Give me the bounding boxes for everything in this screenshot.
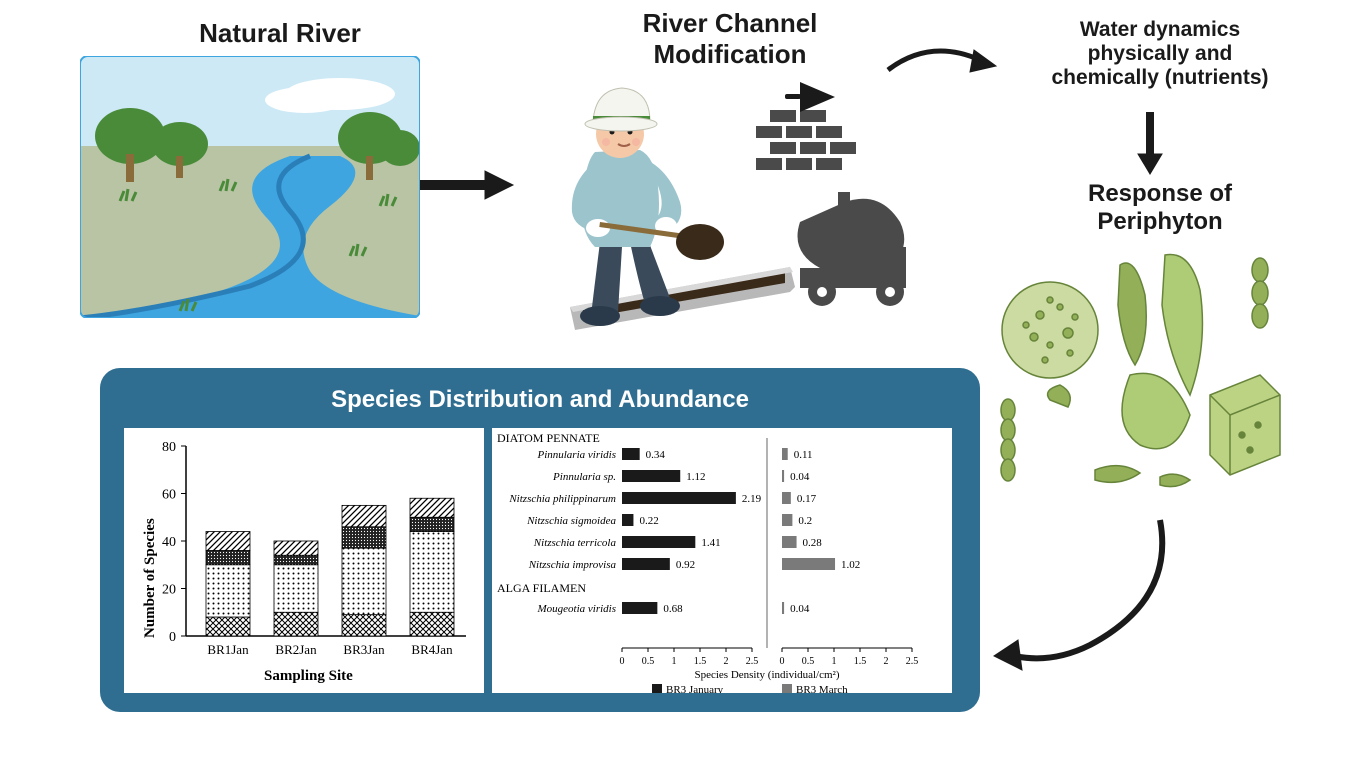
svg-text:2.19: 2.19 (742, 493, 762, 505)
title-natural-river: Natural River (140, 18, 420, 49)
svg-text:40: 40 (162, 535, 176, 550)
arrow-3 (1130, 108, 1170, 176)
svg-text:80: 80 (162, 440, 176, 455)
svg-text:Nitzschia philippinarum: Nitzschia philippinarum (508, 493, 616, 505)
svg-text:0.5: 0.5 (802, 656, 815, 667)
svg-text:ALGA FILAMEN: ALGA FILAMEN (497, 581, 586, 595)
species-panel: Species Distribution and Abundance Numbe… (100, 368, 980, 712)
svg-text:60: 60 (162, 488, 176, 503)
svg-text:0.68: 0.68 (663, 603, 683, 615)
svg-text:0.5: 0.5 (642, 656, 655, 667)
svg-text:1.5: 1.5 (854, 656, 867, 667)
svg-text:Nitzschia sigmoidea: Nitzschia sigmoidea (526, 515, 616, 527)
svg-text:Species Density (individual/cm: Species Density (individual/cm²) (694, 669, 839, 681)
svg-text:1: 1 (832, 656, 837, 667)
species-chart: DIATOM PENNATE ALGA FILAMEN 0.34 0.11 Pinnul… (492, 428, 952, 693)
svg-text:Mougeotia viridis: Mougeotia viridis (536, 603, 616, 615)
svg-text:0.17: 0.17 (797, 493, 817, 505)
svg-text:0: 0 (169, 630, 176, 645)
illus-worker (500, 72, 970, 352)
svg-text:0.28: 0.28 (803, 537, 823, 549)
arrow-2 (880, 30, 1000, 90)
svg-text:0.11: 0.11 (794, 449, 813, 461)
svg-text:BR3 March: BR3 March (796, 684, 848, 693)
bar-chart-xlabel: Sampling Site (264, 668, 353, 685)
svg-text:BR2Jan: BR2Jan (275, 642, 317, 657)
svg-text:BR3 January: BR3 January (666, 684, 724, 693)
svg-text:0.2: 0.2 (798, 515, 812, 527)
svg-text:0: 0 (620, 656, 625, 667)
title-channel-mod: River Channel Modification (560, 8, 900, 70)
svg-text:20: 20 (162, 583, 176, 598)
svg-text:Pinnularia viridis: Pinnularia viridis (536, 449, 616, 461)
svg-text:1.5: 1.5 (694, 656, 707, 667)
svg-text:BR1Jan: BR1Jan (207, 642, 249, 657)
svg-text:DIATOM PENNATE: DIATOM PENNATE (497, 431, 600, 445)
svg-text:1.41: 1.41 (701, 537, 720, 549)
title-dynamics: Water dynamics physically and chemically… (1000, 18, 1320, 90)
svg-text:BR3Jan: BR3Jan (343, 642, 385, 657)
svg-text:0.92: 0.92 (676, 559, 695, 571)
svg-text:1: 1 (672, 656, 677, 667)
illus-periphyton (990, 245, 1300, 505)
title-response: Response of Periphyton (1020, 180, 1300, 236)
svg-text:2.5: 2.5 (746, 656, 759, 667)
svg-text:0.22: 0.22 (639, 515, 658, 527)
svg-text:0.34: 0.34 (646, 449, 666, 461)
svg-text:1.02: 1.02 (841, 559, 860, 571)
svg-text:2: 2 (724, 656, 729, 667)
bar-chart-ylabel: Number of Species (142, 518, 159, 638)
arrow-4 (990, 510, 1190, 680)
bar-chart: Number of Species (124, 428, 484, 693)
svg-text:1.12: 1.12 (686, 471, 705, 483)
svg-text:0.04: 0.04 (790, 603, 810, 615)
svg-text:0: 0 (780, 656, 785, 667)
svg-text:Nitzschia terricola: Nitzschia terricola (533, 537, 617, 549)
svg-text:2.5: 2.5 (906, 656, 919, 667)
panel-title: Species Distribution and Abundance (124, 386, 956, 414)
svg-text:Pinnularia sp.: Pinnularia sp. (552, 471, 616, 483)
svg-text:BR4Jan: BR4Jan (411, 642, 453, 657)
illus-natural-river (80, 56, 420, 318)
svg-text:Nitzschia improvisa: Nitzschia improvisa (528, 559, 617, 571)
svg-text:0.04: 0.04 (790, 471, 810, 483)
svg-text:2: 2 (884, 656, 889, 667)
